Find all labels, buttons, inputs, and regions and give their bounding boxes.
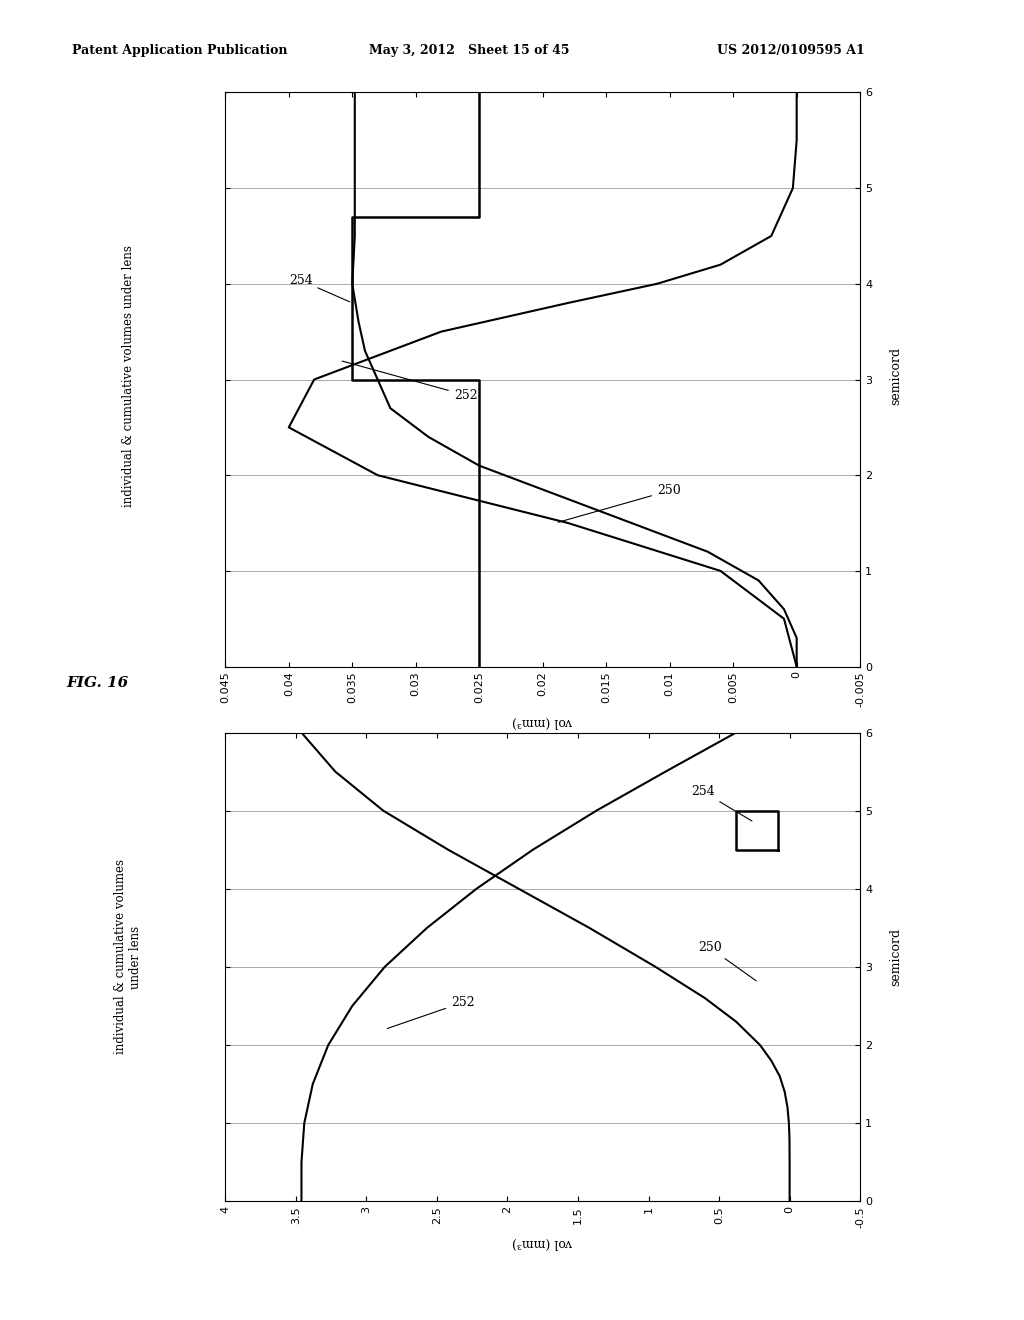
Text: 252: 252 <box>387 997 475 1028</box>
Text: semicord: semicord <box>890 928 902 986</box>
Text: individual & cumulative volumes
under lens: individual & cumulative volumes under le… <box>114 859 142 1055</box>
Text: FIG. 16: FIG. 16 <box>67 676 129 690</box>
Text: US 2012/0109595 A1: US 2012/0109595 A1 <box>717 44 864 57</box>
Text: 254: 254 <box>691 785 752 821</box>
Text: Patent Application Publication: Patent Application Publication <box>72 44 287 57</box>
X-axis label: vol (mm³): vol (mm³) <box>512 1236 573 1249</box>
Text: 254: 254 <box>289 273 350 302</box>
X-axis label: vol (mm³): vol (mm³) <box>512 715 573 729</box>
Text: 250: 250 <box>698 941 757 981</box>
Text: individual & cumulative volumes under lens: individual & cumulative volumes under le… <box>122 246 134 507</box>
Text: May 3, 2012   Sheet 15 of 45: May 3, 2012 Sheet 15 of 45 <box>369 44 569 57</box>
Text: semicord: semicord <box>890 347 902 405</box>
Text: 250: 250 <box>558 484 681 523</box>
Text: 252: 252 <box>342 362 477 401</box>
